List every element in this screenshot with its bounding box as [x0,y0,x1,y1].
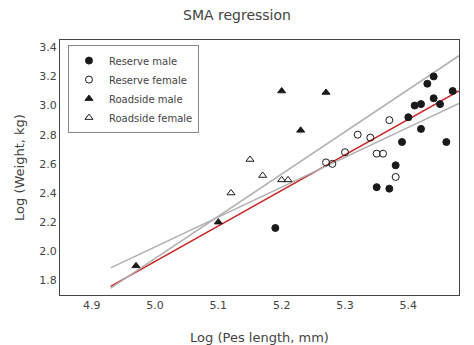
svg-text:5.3: 5.3 [336,299,354,312]
svg-text:2.6: 2.6 [39,158,57,171]
svg-text:5.2: 5.2 [273,299,291,312]
svg-text:Log (Weight, kg): Log (Weight, kg) [12,114,27,221]
svg-text:5.0: 5.0 [146,299,164,312]
svg-text:5.1: 5.1 [210,299,228,312]
svg-text:Roadside male: Roadside male [109,94,183,105]
svg-text:2.4: 2.4 [39,187,57,200]
svg-text:Reserve male: Reserve male [109,56,177,67]
svg-text:2.8: 2.8 [39,129,57,142]
svg-text:3.4: 3.4 [39,41,57,54]
svg-text:Roadside female: Roadside female [109,113,192,124]
svg-text:SMA regression: SMA regression [183,7,291,23]
svg-text:2.0: 2.0 [39,245,57,258]
svg-text:Log (Pes length, mm): Log (Pes length, mm) [190,330,329,345]
svg-text:1.8: 1.8 [39,274,57,287]
svg-text:Reserve female: Reserve female [109,75,187,86]
svg-text:2.2: 2.2 [39,216,57,229]
svg-text:3.0: 3.0 [39,99,57,112]
svg-text:5.4: 5.4 [400,299,418,312]
svg-text:3.2: 3.2 [39,70,57,83]
svg-text:4.9: 4.9 [83,299,101,312]
